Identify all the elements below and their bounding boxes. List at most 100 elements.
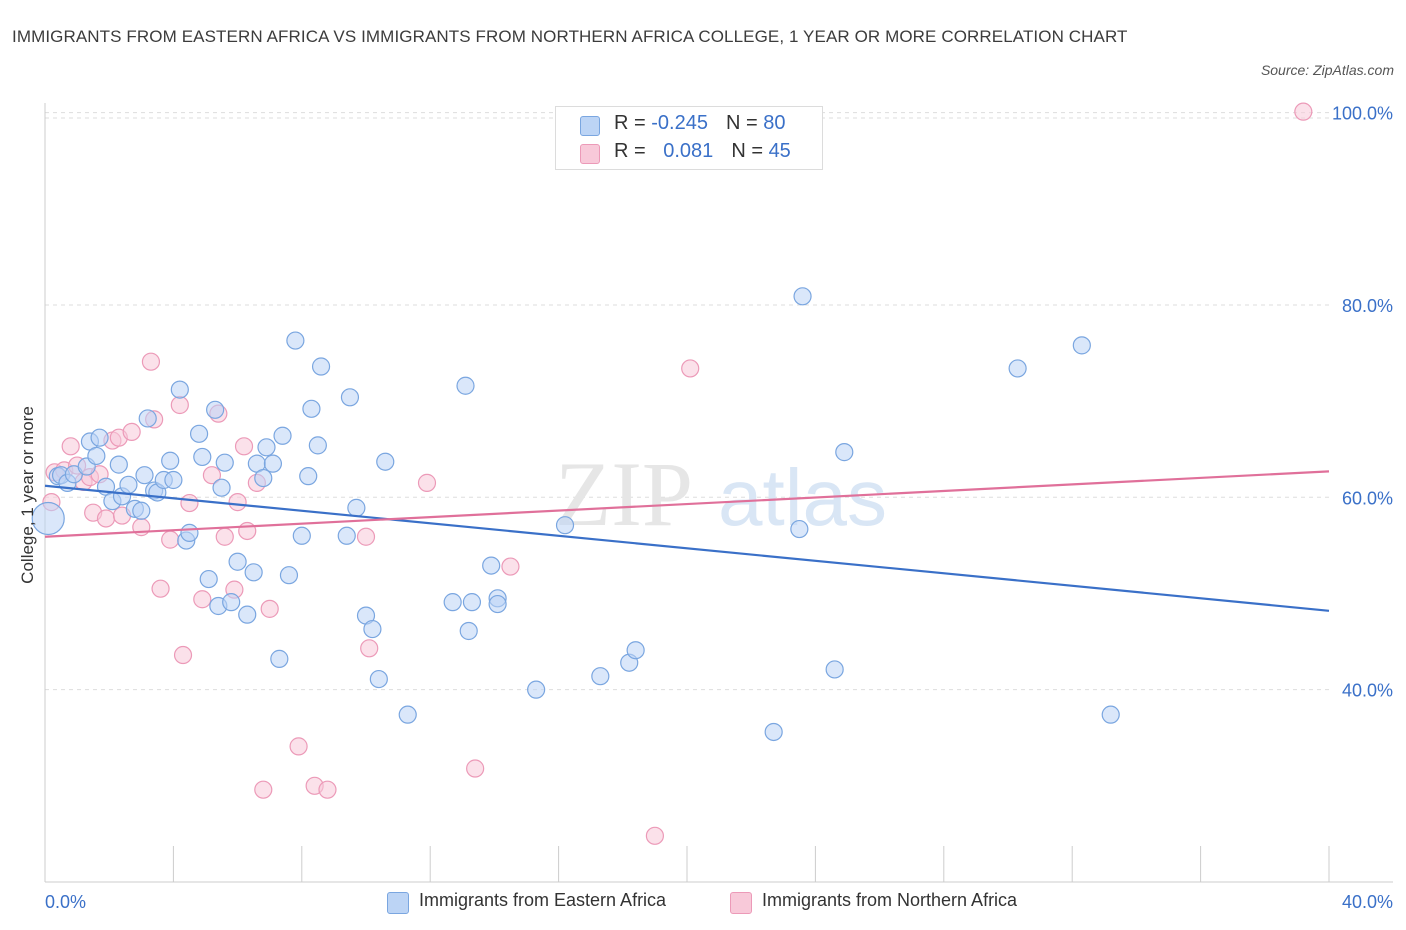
point-northern-africa <box>466 759 485 778</box>
point-eastern-africa <box>793 287 812 306</box>
watermark: ZIP atlas <box>555 443 887 545</box>
trend-line-eastern <box>44 484 1330 612</box>
point-northern-africa <box>260 599 279 618</box>
point-eastern-africa <box>482 556 501 575</box>
point-eastern-africa <box>462 593 482 612</box>
point-northern-africa <box>161 530 180 549</box>
point-eastern-africa <box>199 569 218 589</box>
r-value-northern: 0.081 <box>663 140 714 162</box>
point-northern-africa <box>360 639 379 658</box>
legend-swatch-blue <box>580 116 600 136</box>
point-eastern-africa <box>1072 336 1091 355</box>
point-eastern-africa <box>263 454 283 473</box>
point-northern-africa <box>318 780 337 799</box>
point-eastern-africa <box>591 667 610 686</box>
point-eastern-africa <box>764 722 783 742</box>
point-eastern-africa <box>31 501 65 536</box>
point-eastern-africa <box>337 526 356 545</box>
point-eastern-africa <box>212 478 231 497</box>
point-eastern-africa <box>206 400 225 419</box>
point-northern-africa <box>417 473 437 492</box>
point-northern-africa <box>141 352 161 371</box>
point-northern-africa <box>356 527 376 546</box>
point-northern-africa <box>228 493 247 512</box>
point-northern-africa <box>215 527 234 546</box>
point-eastern-africa <box>132 501 151 520</box>
point-eastern-africa <box>825 660 844 679</box>
point-eastern-africa <box>443 593 462 612</box>
point-eastern-africa <box>302 399 321 418</box>
point-eastern-africa <box>164 470 183 490</box>
point-eastern-africa <box>161 451 180 470</box>
point-eastern-africa <box>135 466 154 485</box>
point-eastern-africa <box>222 593 241 612</box>
point-eastern-africa <box>459 621 478 641</box>
trend-lines <box>44 470 1330 612</box>
point-eastern-africa <box>835 443 854 462</box>
point-eastern-africa <box>398 705 417 724</box>
point-eastern-africa <box>270 649 289 668</box>
legend-label-eastern: Immigrants from Eastern Africa <box>419 890 667 910</box>
point-eastern-africa <box>311 357 331 376</box>
point-eastern-africa <box>527 680 546 699</box>
point-eastern-africa <box>308 436 327 455</box>
point-eastern-africa <box>228 552 247 571</box>
point-eastern-africa <box>1101 705 1120 724</box>
point-eastern-africa <box>170 380 189 399</box>
x-tick-label-max: 40.0% <box>1342 892 1393 912</box>
point-northern-africa <box>681 359 700 378</box>
y-tick-label: 60.0% <box>1342 488 1393 508</box>
legend-swatch-eastern <box>387 892 409 914</box>
point-eastern-africa <box>138 409 157 428</box>
point-eastern-africa <box>363 619 382 639</box>
point-northern-africa <box>170 395 189 415</box>
point-eastern-africa <box>238 605 257 624</box>
point-northern-africa <box>238 521 257 541</box>
point-eastern-africa <box>90 428 109 447</box>
point-northern-africa <box>180 493 199 513</box>
point-northern-africa <box>1294 102 1313 121</box>
y-tick-label: 80.0% <box>1342 296 1393 316</box>
y-axis-label: College, 1 year or more <box>18 406 37 584</box>
point-eastern-africa <box>257 438 276 457</box>
point-northern-africa <box>289 737 308 756</box>
legend-swatch-northern <box>730 892 752 914</box>
point-eastern-africa <box>273 426 292 445</box>
point-eastern-africa <box>244 563 263 582</box>
point-eastern-africa <box>189 424 209 443</box>
point-eastern-africa <box>1008 359 1027 378</box>
x-tick-label-min: 0.0% <box>45 892 86 912</box>
point-northern-africa <box>173 645 193 665</box>
point-eastern-africa <box>340 388 360 407</box>
point-northern-africa <box>122 422 141 442</box>
point-northern-africa <box>193 590 212 609</box>
axes <box>44 103 1393 883</box>
point-northern-africa <box>645 826 665 845</box>
legend-label-northern: Immigrants from Northern Africa <box>762 890 1018 910</box>
point-eastern-africa <box>193 447 212 467</box>
point-northern-africa <box>234 437 254 456</box>
point-eastern-africa <box>626 641 645 660</box>
point-eastern-africa <box>790 519 809 539</box>
source-note: Source: ZipAtlas.com <box>1260 62 1394 78</box>
point-eastern-africa <box>119 475 138 494</box>
y-tick-label: 100.0% <box>1332 104 1393 124</box>
point-northern-africa <box>96 509 116 528</box>
point-eastern-africa <box>376 452 395 471</box>
point-eastern-africa <box>299 467 318 486</box>
point-eastern-africa <box>279 566 299 585</box>
point-eastern-africa <box>456 376 475 395</box>
point-northern-africa <box>61 437 80 456</box>
point-eastern-africa <box>488 594 507 614</box>
point-eastern-africa <box>180 523 199 542</box>
point-northern-africa <box>254 780 273 799</box>
point-eastern-africa <box>254 468 273 488</box>
point-northern-africa <box>202 466 222 485</box>
point-northern-africa <box>151 579 170 598</box>
point-northern-africa <box>501 557 520 576</box>
correlation-legend: R = -0.245 N = 80 R = 0.081 N = 45 <box>555 106 823 170</box>
trend-line-northern <box>44 470 1330 538</box>
point-eastern-africa <box>87 446 106 466</box>
point-eastern-africa <box>286 331 305 350</box>
point-eastern-africa <box>369 669 388 689</box>
